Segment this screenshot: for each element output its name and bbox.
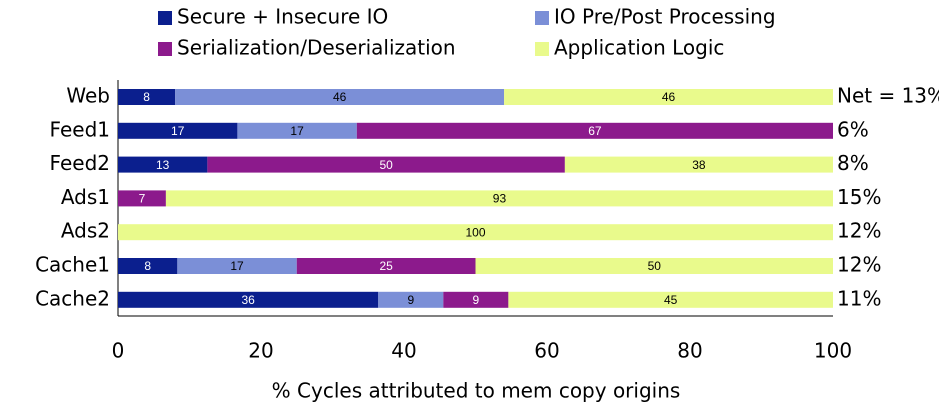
bar-value-label: 50 xyxy=(648,259,662,273)
row-annotation: 8% xyxy=(837,151,869,175)
y-tick-label: Cache1 xyxy=(35,253,110,277)
bar-segment xyxy=(564,156,833,173)
x-tick-label: 20 xyxy=(248,339,273,363)
bar-value-label: 7 xyxy=(139,192,146,206)
bar-value-label: 93 xyxy=(493,192,507,206)
bar-value-label: 17 xyxy=(290,124,304,138)
legend-label: Serialization/Deserialization xyxy=(177,36,456,60)
bar-segment xyxy=(118,224,833,241)
bar-value-label: 9 xyxy=(473,293,480,307)
bar-segment xyxy=(475,258,833,274)
bar-segment xyxy=(378,291,444,308)
bar-segment xyxy=(207,156,565,173)
bar-segment xyxy=(296,258,476,274)
x-tick-label: 0 xyxy=(112,339,125,363)
row-annotation: 12% xyxy=(837,219,881,243)
bar-segment xyxy=(118,190,166,207)
bar-segment xyxy=(118,291,379,308)
y-tick-label: Web xyxy=(66,84,110,108)
x-tick-label: 40 xyxy=(391,339,416,363)
legend-label: Application Logic xyxy=(554,36,724,60)
x-tick-label: 60 xyxy=(534,339,559,363)
bar-value-label: 36 xyxy=(241,293,255,307)
y-tick-label: Feed2 xyxy=(50,151,110,175)
y-tick-label: Feed1 xyxy=(50,117,110,141)
bar-segment xyxy=(443,291,509,308)
y-tick-label: Cache2 xyxy=(35,286,110,310)
bar-segment xyxy=(118,258,178,274)
bar-value-label: 46 xyxy=(662,90,676,104)
bar-value-label: 45 xyxy=(664,293,678,307)
bar-value-label: 8 xyxy=(143,90,150,104)
row-annotation: 15% xyxy=(837,185,881,209)
bar-value-label: 17 xyxy=(171,124,185,138)
bar-value-label: 13 xyxy=(156,158,170,172)
bar-value-label: 9 xyxy=(407,293,414,307)
bar-value-label: 38 xyxy=(692,158,706,172)
bar-value-label: 50 xyxy=(379,158,393,172)
bar-value-label: 46 xyxy=(333,90,347,104)
legend-swatch xyxy=(535,42,549,56)
bar-segment xyxy=(508,291,833,308)
bar-value-label: 8 xyxy=(144,259,151,273)
bar-segment xyxy=(356,122,833,139)
bar-value-label: 25 xyxy=(379,259,393,273)
legend-label: IO Pre/Post Processing xyxy=(554,5,776,29)
bar-value-label: 100 xyxy=(465,225,485,239)
legend-swatch xyxy=(158,11,172,25)
x-tick-label: 80 xyxy=(677,339,702,363)
legend-swatch xyxy=(535,11,549,25)
row-annotation: Net = 13% xyxy=(837,84,939,108)
row-annotation: 11% xyxy=(837,286,881,310)
row-annotation: 6% xyxy=(837,117,869,141)
legend-label: Secure + Insecure IO xyxy=(177,5,388,29)
bar-segment xyxy=(118,156,208,173)
bar-value-label: 17 xyxy=(230,259,244,273)
bar-segment xyxy=(165,190,833,207)
x-tick-label: 100 xyxy=(814,339,852,363)
x-axis-label: % Cycles attributed to mem copy origins xyxy=(272,379,681,403)
bar-value-label: 67 xyxy=(588,124,602,138)
bar-segment xyxy=(118,122,238,139)
bar-segment xyxy=(118,89,176,105)
bar-segment xyxy=(175,89,505,105)
y-tick-label: Ads2 xyxy=(61,219,110,243)
bar-segment xyxy=(504,89,833,105)
bar-segment xyxy=(237,122,357,139)
y-tick-label: Ads1 xyxy=(61,185,110,209)
legend-swatch xyxy=(158,42,172,56)
bar-segment xyxy=(177,258,297,274)
row-annotation: 12% xyxy=(837,253,881,277)
